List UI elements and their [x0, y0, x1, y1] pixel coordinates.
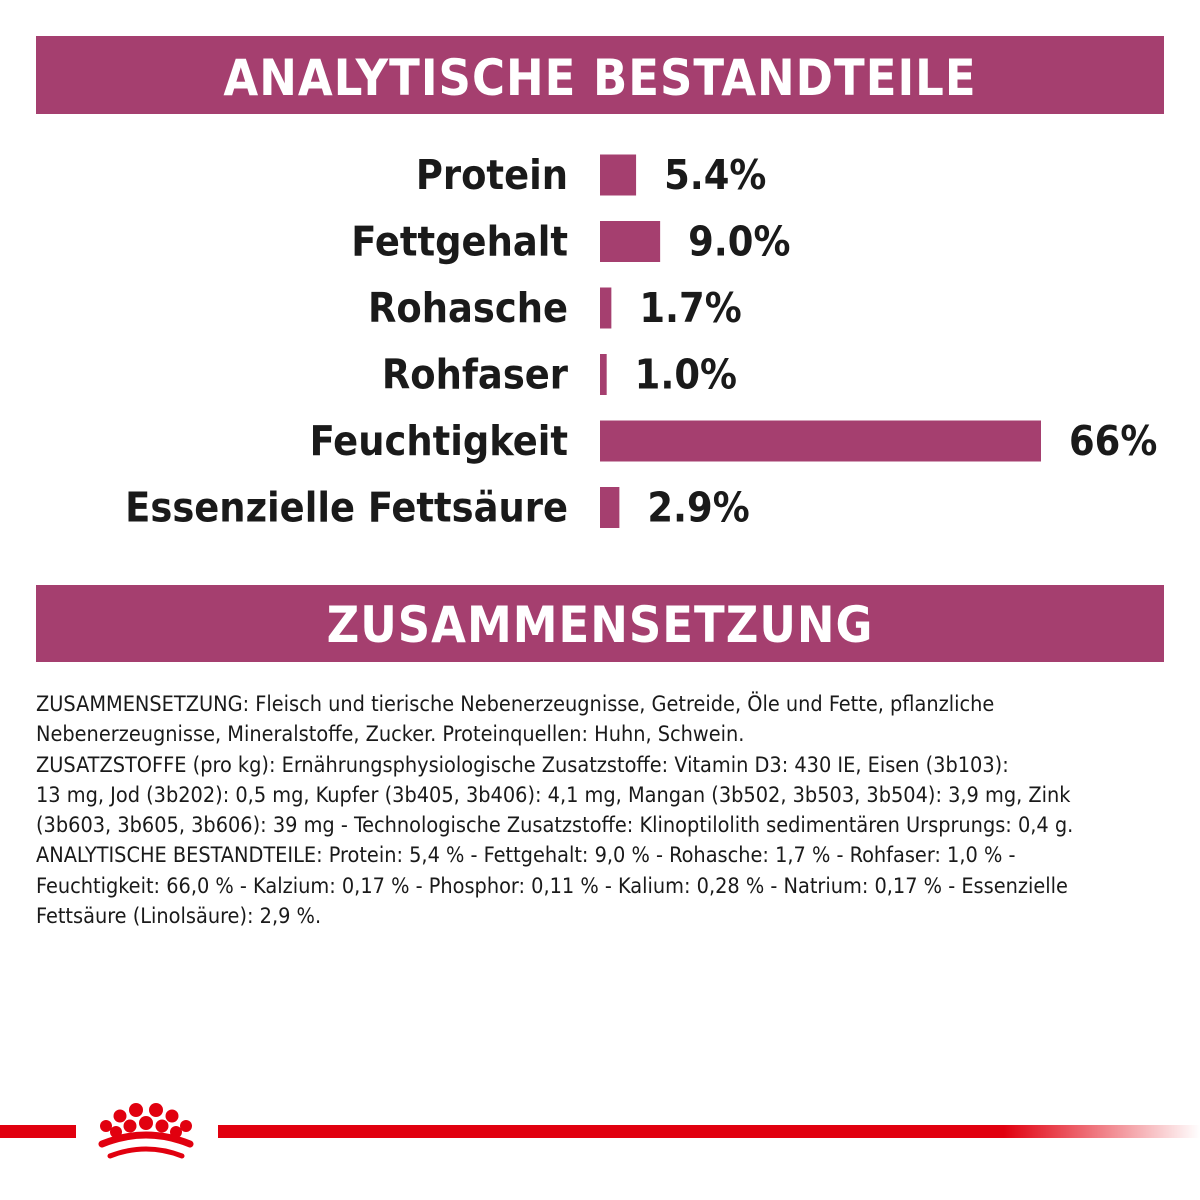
- value-label: 9.0%: [688, 218, 790, 266]
- analytic-bar-chart: Protein 5.4% Fettgehalt 9.0% Rohasche 1.7% Roh…: [125, 151, 1157, 532]
- category-label: Rohfaser: [382, 351, 569, 399]
- category-label: Protein: [416, 151, 568, 199]
- value-label: 66%: [1069, 417, 1157, 465]
- bar: [600, 354, 607, 395]
- footer-line-left: [0, 1125, 76, 1138]
- bar: [600, 287, 612, 329]
- bar: [600, 420, 1041, 462]
- royal-canin-crown-icon: [98, 1103, 194, 1159]
- value-label: 2.9%: [647, 484, 749, 532]
- value-label: 5.4%: [664, 151, 766, 199]
- bar: [600, 487, 620, 528]
- category-label: Essenzielle Fettsäure: [125, 484, 568, 532]
- bar: [600, 154, 637, 196]
- category-label: Fettgehalt: [351, 218, 568, 266]
- value-label: 1.7%: [639, 284, 741, 332]
- bar: [600, 221, 661, 262]
- category-label: Rohasche: [368, 284, 568, 332]
- analytic-header-banner: ANALYTISCHE BESTANDTEILE: [36, 36, 1164, 114]
- footer-line-right: [218, 1125, 1200, 1138]
- value-label: 1.0%: [635, 351, 737, 399]
- composition-text: ZUSAMMENSETZUNG: Fleisch und tierische N…: [36, 692, 1074, 930]
- category-label: Feuchtigkeit: [310, 417, 568, 465]
- composition-header-banner: ZUSAMMENSETZUNG: [36, 585, 1164, 662]
